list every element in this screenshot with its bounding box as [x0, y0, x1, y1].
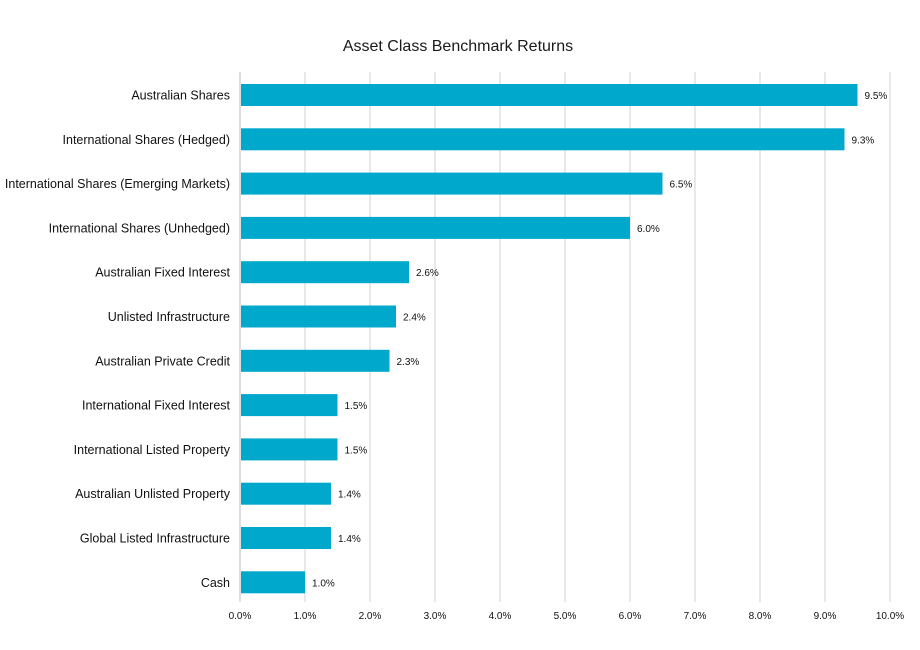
data-label: 2.6% — [416, 268, 439, 279]
data-label: 1.4% — [338, 534, 361, 545]
bar — [241, 482, 331, 505]
bar — [241, 394, 338, 417]
data-label: 2.3% — [397, 357, 420, 368]
category-label: Global Listed Infrastructure — [80, 532, 230, 546]
x-tick-label: 9.0% — [814, 611, 837, 622]
bar — [241, 261, 409, 284]
bar — [241, 527, 331, 549]
category-label: Australian Private Credit — [95, 354, 230, 368]
data-label: 1.0% — [312, 578, 335, 589]
data-label: 9.5% — [865, 91, 888, 102]
bar — [241, 305, 396, 328]
category-label: International Shares (Unhedged) — [49, 221, 230, 235]
bar — [241, 216, 630, 239]
x-tick-label: 4.0% — [489, 611, 512, 622]
category-label: Australian Fixed Interest — [95, 266, 230, 280]
data-label: 1.5% — [345, 401, 368, 412]
category-label: International Fixed Interest — [82, 399, 231, 413]
x-tick-label: 7.0% — [684, 611, 707, 622]
category-label: Unlisted Infrastructure — [108, 310, 230, 324]
data-label: 1.5% — [345, 445, 368, 456]
data-label: 2.4% — [403, 313, 426, 324]
data-label: 9.3% — [852, 135, 875, 146]
x-tick-label: 6.0% — [619, 611, 642, 622]
bar — [241, 438, 338, 461]
bar — [241, 571, 305, 594]
category-label: International Shares (Emerging Markets) — [5, 177, 230, 191]
bar — [241, 84, 858, 106]
x-tick-label: 3.0% — [424, 611, 447, 622]
data-label: 6.0% — [637, 224, 660, 235]
bar — [241, 128, 845, 151]
x-tick-label: 0.0% — [229, 611, 252, 622]
category-label: Cash — [201, 576, 230, 590]
chart-title: Asset Class Benchmark Returns — [342, 38, 574, 55]
x-tick-label: 10.0% — [876, 611, 904, 622]
data-label: 1.4% — [338, 490, 361, 501]
bar — [241, 349, 390, 372]
x-tick-label: 2.0% — [359, 611, 382, 622]
category-label: International Listed Property — [74, 443, 231, 457]
x-tick-label: 8.0% — [749, 611, 772, 622]
x-tick-label: 5.0% — [554, 611, 577, 622]
category-label: International Shares (Hedged) — [63, 133, 230, 147]
category-label: Australian Unlisted Property — [75, 487, 231, 501]
data-label: 6.5% — [670, 180, 693, 191]
x-tick-label: 1.0% — [294, 611, 317, 622]
category-label: Australian Shares — [131, 89, 230, 103]
bar — [241, 172, 663, 195]
